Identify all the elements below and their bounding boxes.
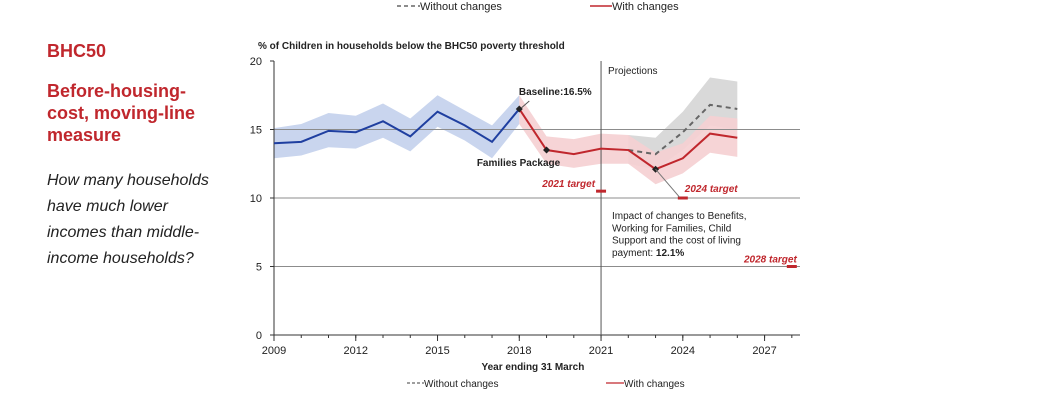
- baseline-annotation: Baseline:16.5%: [519, 87, 592, 98]
- with-changes-band: [519, 95, 738, 185]
- legend-with-label-top: With changes: [612, 1, 679, 13]
- y-tick-label: 10: [250, 193, 262, 205]
- without-changes-band: [628, 77, 738, 170]
- impact-annotation-value: 12.1%: [656, 248, 684, 259]
- without-changes-line: [628, 103, 738, 156]
- historical-band: [274, 95, 520, 159]
- legend-with-label-bottom: With changes: [624, 379, 685, 390]
- families-package-annotation: Families Package: [477, 158, 561, 169]
- impact-annotation-prefix: payment:: [612, 248, 656, 259]
- measure-title: BHC50: [47, 41, 107, 61]
- families-package-marker: [543, 146, 551, 154]
- impact-annotation-line: Impact of changes to Benefits,: [612, 211, 747, 222]
- x-tick-label: 2027: [752, 345, 776, 357]
- projections-label: Projections: [608, 66, 657, 77]
- x-tick-label: 2009: [262, 345, 286, 357]
- impact-leader: [655, 168, 680, 198]
- chart-title: % of Children in households below the BH…: [258, 41, 565, 52]
- target-label-2028: 2028 target: [743, 255, 797, 266]
- measure-subtitle: Before-housing-cost, moving-line measure: [47, 81, 196, 145]
- target-label-2024: 2024 target: [684, 184, 738, 195]
- target-label-2021: 2021 target: [541, 179, 595, 190]
- baseline-marker: [515, 105, 523, 113]
- baseline-leader: [520, 100, 530, 109]
- y-tick-label: 20: [250, 56, 262, 68]
- with-changes-line: [518, 108, 738, 171]
- y-tick-label: 5: [256, 262, 262, 274]
- measure-question: How many households have much lower inco…: [47, 172, 209, 267]
- y-tick-label: 15: [250, 125, 262, 137]
- x-tick-label: 2018: [507, 345, 531, 357]
- legend-without-label-bottom: Without changes: [424, 379, 499, 390]
- x-tick-label: 2015: [425, 345, 449, 357]
- impact-annotation-line: Working for Families, Child: [612, 223, 731, 234]
- legend-without-label-top: Without changes: [420, 1, 502, 13]
- x-tick-label: 2012: [344, 345, 368, 357]
- x-tick-label: 2021: [589, 345, 613, 357]
- impact-annotation-last-line: payment: 12.1%: [612, 248, 684, 259]
- y-tick-label: 0: [256, 330, 262, 342]
- x-tick-label: 2024: [671, 345, 695, 357]
- x-axis-title: Year ending 31 March: [481, 362, 584, 373]
- side-panel: BHC50 Before-housing-cost, moving-line m…: [47, 40, 227, 272]
- historical-line: [273, 108, 521, 145]
- impact-annotation-line: Support and the cost of living: [612, 236, 741, 247]
